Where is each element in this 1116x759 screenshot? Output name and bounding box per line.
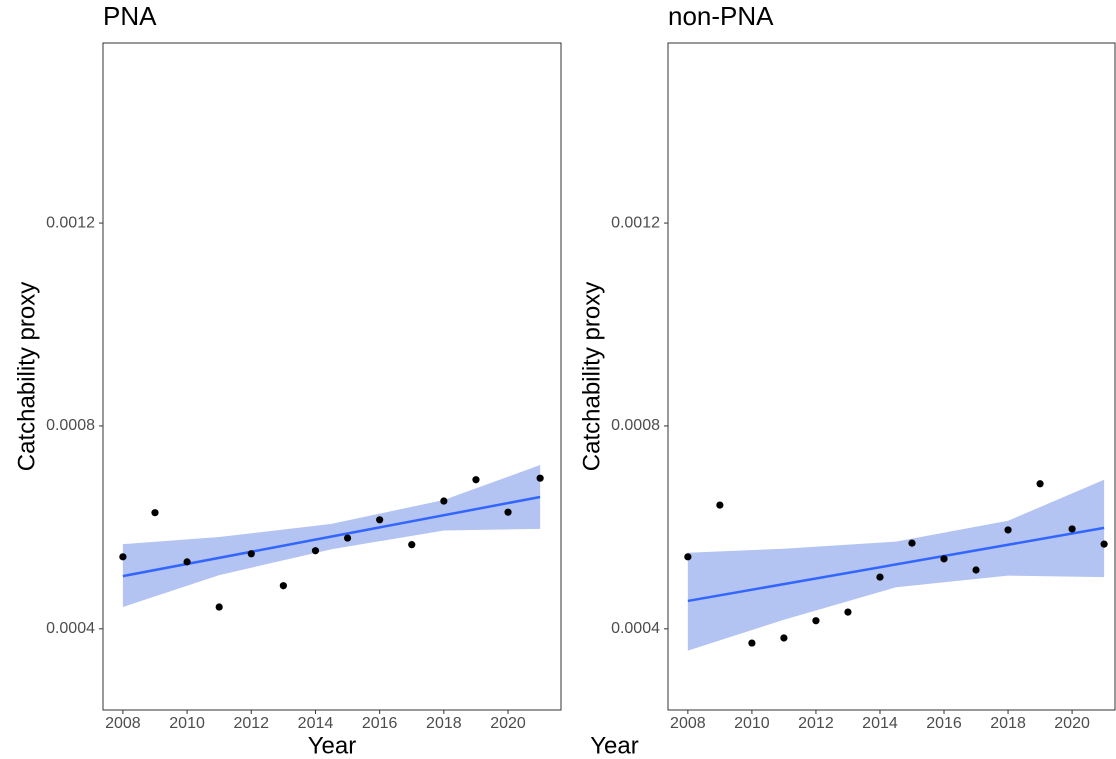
point xyxy=(215,603,223,611)
point xyxy=(536,474,544,482)
x-tick-label: 2020 xyxy=(1054,715,1090,732)
y-tick-label: 0.0004 xyxy=(611,620,660,637)
point xyxy=(504,508,512,516)
point xyxy=(311,547,320,555)
point xyxy=(183,558,191,566)
x-tick-label: 2014 xyxy=(862,715,898,732)
y-tick-label: 0.0008 xyxy=(611,417,660,434)
point xyxy=(343,534,352,542)
point xyxy=(472,476,480,484)
point xyxy=(908,539,916,547)
point xyxy=(247,550,255,558)
point xyxy=(716,501,724,509)
point xyxy=(119,553,127,561)
point xyxy=(1004,526,1012,534)
point xyxy=(1036,480,1044,488)
y-tick-label: 0.0008 xyxy=(46,417,95,434)
x-axis-title: Year xyxy=(308,732,357,759)
x-tick-label: 2020 xyxy=(490,715,526,732)
point xyxy=(440,497,448,505)
y-axis-title: Catchability proxy xyxy=(13,282,40,471)
x-tick-label: 2008 xyxy=(670,715,706,732)
point xyxy=(748,639,756,647)
point xyxy=(844,608,852,616)
x-tick-label: 2012 xyxy=(233,715,269,732)
x-tick-label: 2018 xyxy=(990,715,1026,732)
panel-title: non-PNA xyxy=(668,1,774,31)
point xyxy=(408,541,416,549)
point xyxy=(940,555,948,563)
point xyxy=(876,573,884,581)
x-tick-label: 2014 xyxy=(298,715,334,732)
x-tick-label: 2018 xyxy=(426,715,462,732)
point xyxy=(812,617,820,625)
panel-border xyxy=(667,42,1116,711)
point xyxy=(1100,540,1108,548)
x-axis-title: Year xyxy=(590,732,639,759)
panel-border xyxy=(102,42,562,711)
point xyxy=(780,634,788,642)
x-tick-label: 2010 xyxy=(169,715,205,732)
point xyxy=(279,582,287,590)
point xyxy=(1068,525,1076,533)
y-axis-title: Catchability proxy xyxy=(578,282,605,471)
x-tick-label: 2016 xyxy=(362,715,398,732)
point xyxy=(376,516,384,524)
point xyxy=(151,509,159,517)
x-tick-label: 2010 xyxy=(734,715,770,732)
point xyxy=(684,553,692,561)
y-tick-label: 0.0004 xyxy=(46,620,95,637)
panel-title: PNA xyxy=(103,1,157,31)
x-tick-label: 2012 xyxy=(798,715,834,732)
x-tick-label: 2008 xyxy=(105,715,141,732)
y-tick-label: 0.0012 xyxy=(46,214,95,231)
trend-line xyxy=(687,526,1105,603)
x-tick-label: 2016 xyxy=(926,715,962,732)
trend-line xyxy=(122,495,541,578)
y-tick-label: 0.0012 xyxy=(611,214,660,231)
point xyxy=(972,566,980,574)
